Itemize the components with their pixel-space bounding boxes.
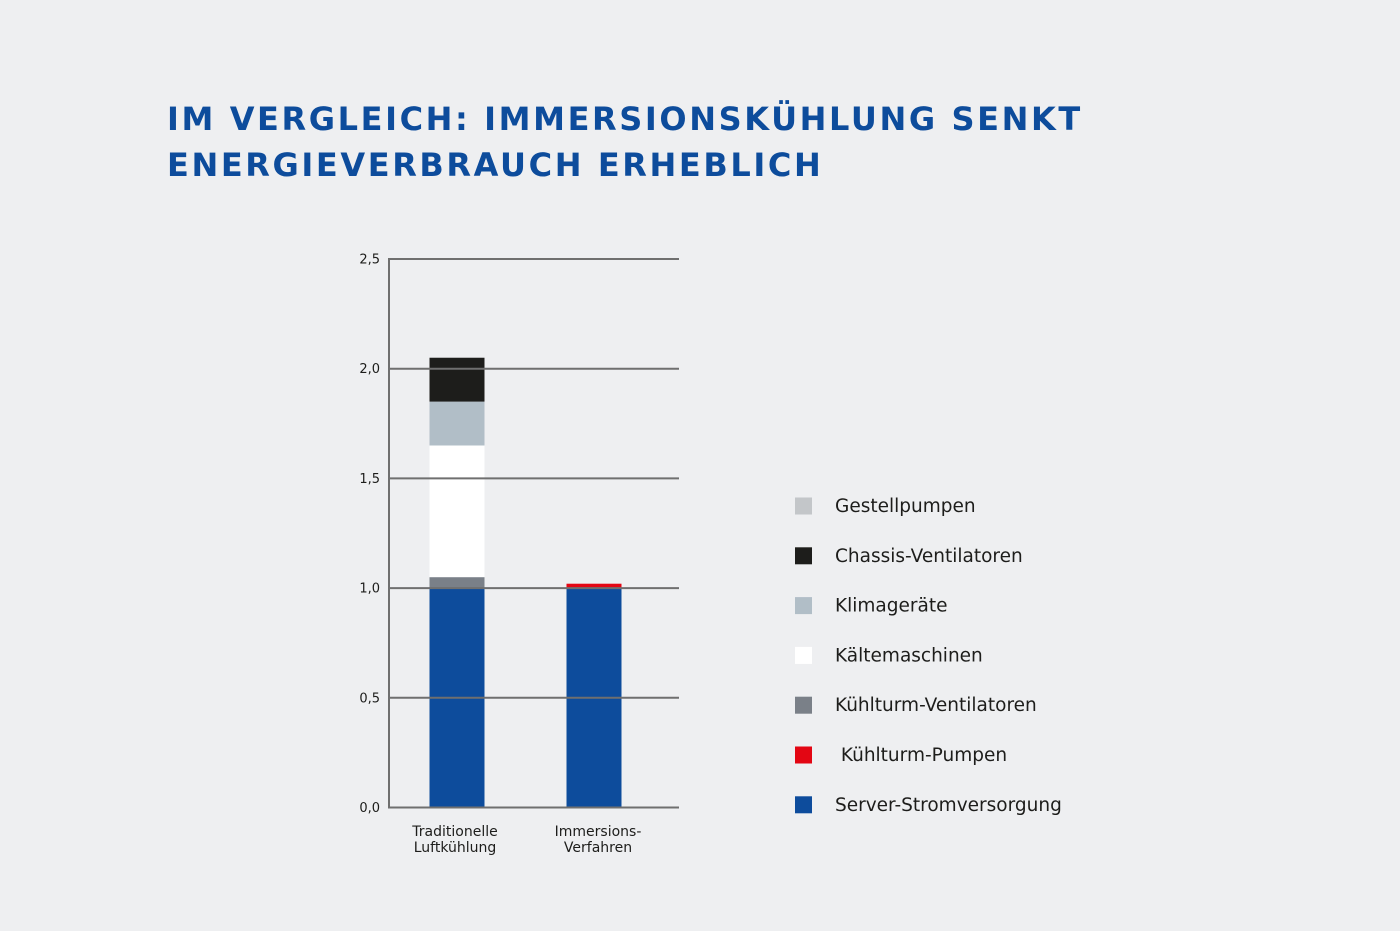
x-category-label-0-0: Traditionelle <box>411 824 497 840</box>
legend-label-1: Chassis-Ventilatoren <box>835 546 1023 567</box>
bar-segment-0-5 <box>429 357 485 402</box>
bar-segment-1-1 <box>566 583 622 589</box>
legend-swatch-2 <box>795 597 812 615</box>
legend-label-3: Kältemaschinen <box>835 645 983 666</box>
legend-swatch-5 <box>795 746 812 764</box>
legend-swatch-1 <box>795 547 812 565</box>
x-category-label-1-1: Verfahren <box>564 840 632 856</box>
legend-label-0: Gestellpumpen <box>835 496 976 517</box>
legend: Gestellpumpen Chassis-Ventilatoren Klimage… <box>795 496 1062 816</box>
y-tick-label-4: 2,0 <box>359 362 380 377</box>
legend-label-6: Server-Stromversorgung <box>835 795 1062 816</box>
legend-label-2: Klimageräte <box>835 596 947 617</box>
y-tick-label-5: 2,5 <box>359 253 380 268</box>
legend-swatch-4 <box>795 696 812 714</box>
bar-segment-0-3 <box>429 445 485 578</box>
chart-title-line-2: ENERGIEVERBRAUCH ERHEBLICH <box>167 146 824 184</box>
bars <box>429 357 622 808</box>
legend-swatch-0 <box>795 497 812 515</box>
y-tick-label-2: 1,0 <box>359 582 380 597</box>
y-tick-label-1: 0,5 <box>359 691 380 706</box>
legend-label-5: Kühlturm-Pumpen <box>835 745 1007 766</box>
legend-swatch-3 <box>795 646 812 664</box>
y-tick-label-0: 0,0 <box>359 801 380 816</box>
chart-title: IM VERGLEICH: IMMERSIONSKÜHLUNG SENKT EN… <box>167 96 1083 188</box>
x-category-label-0-1: Luftkühlung <box>414 840 497 856</box>
gridlines: 0,0 0,5 1,0 1,5 2,0 2,5 <box>359 253 679 816</box>
y-tick-label-3: 1,5 <box>359 472 380 487</box>
chart-title-line-1: IM VERGLEICH: IMMERSIONSKÜHLUNG SENKT <box>167 100 1083 138</box>
bar-segment-0-2 <box>429 577 485 589</box>
x-category-label-1-0: Immersions- <box>555 824 642 840</box>
bar-segment-0-4 <box>429 401 485 446</box>
legend-swatch-6 <box>795 796 812 814</box>
legend-label-4: Kühlturm-Ventilatoren <box>835 695 1037 716</box>
